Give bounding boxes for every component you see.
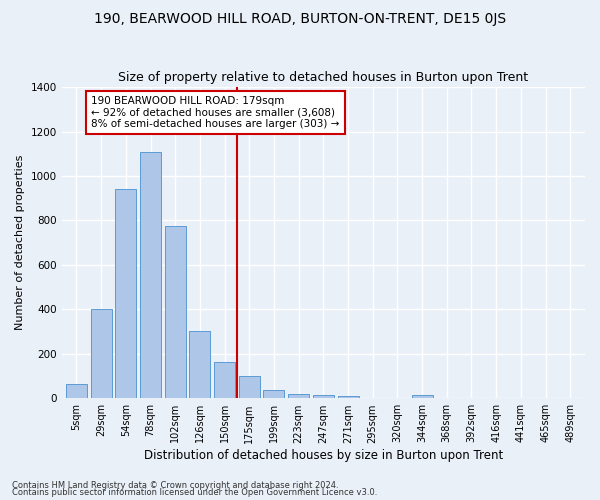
Bar: [115, 190, 136, 398]
Y-axis label: Number of detached properties: Number of detached properties: [15, 155, 25, 330]
Title: Size of property relative to detached houses in Burton upon Trent: Size of property relative to detached ho…: [118, 72, 529, 85]
Bar: [239, 376, 260, 398]
Bar: [412, 396, 433, 398]
Text: 190, BEARWOOD HILL ROAD, BURTON-ON-TRENT, DE15 0JS: 190, BEARWOOD HILL ROAD, BURTON-ON-TRENT…: [94, 12, 506, 26]
Bar: [190, 330, 211, 398]
Text: Contains HM Land Registry data © Crown copyright and database right 2024.: Contains HM Land Registry data © Crown c…: [12, 480, 338, 490]
Bar: [91, 310, 112, 398]
Bar: [66, 384, 87, 398]
Bar: [165, 226, 186, 398]
Bar: [338, 396, 359, 398]
Bar: [288, 394, 309, 398]
Bar: [263, 390, 284, 398]
Bar: [140, 152, 161, 398]
Text: 190 BEARWOOD HILL ROAD: 179sqm
← 92% of detached houses are smaller (3,608)
8% o: 190 BEARWOOD HILL ROAD: 179sqm ← 92% of …: [91, 96, 340, 129]
Bar: [214, 362, 235, 399]
X-axis label: Distribution of detached houses by size in Burton upon Trent: Distribution of detached houses by size …: [144, 450, 503, 462]
Text: Contains public sector information licensed under the Open Government Licence v3: Contains public sector information licen…: [12, 488, 377, 497]
Bar: [313, 395, 334, 398]
